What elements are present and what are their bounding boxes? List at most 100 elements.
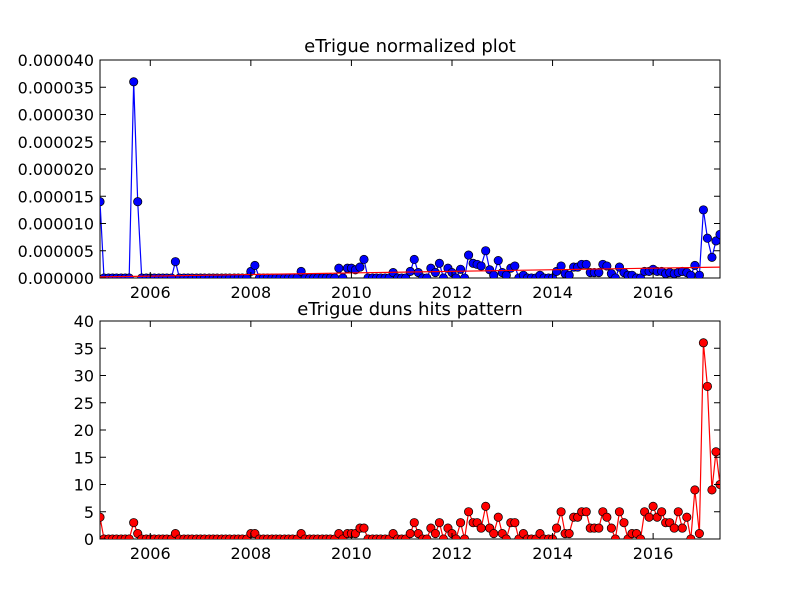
data-point [677,523,687,533]
data-point [334,263,344,273]
x-tick-label: 2014 [532,283,573,302]
plot-frame [99,59,721,279]
x-tick-label: 2006 [130,283,171,302]
y-tick-label: 0.000030 [18,106,94,125]
data-point [129,77,139,87]
y-tick-label: 0.000005 [18,242,94,261]
data-point [594,523,604,533]
data-point [464,250,474,260]
data-point [552,523,562,533]
chart-title: eTrigue duns hits pattern [297,299,523,320]
data-point [694,528,704,539]
y-tick-label: 0.000025 [18,133,94,152]
data-point [133,197,143,207]
data-point [409,518,419,528]
data-point [501,534,511,539]
y-tick-label: 0.000035 [18,78,94,97]
data-point [648,501,658,511]
data-point [602,512,612,522]
series-line [100,266,720,278]
data-point [476,261,486,271]
data-point [715,229,720,239]
data-point [690,260,700,271]
data-point [669,523,679,533]
data-point [610,273,620,278]
data-point [430,267,440,278]
x-tick-label: 2012 [432,544,473,563]
x-tick-label: 2010 [331,283,372,302]
data-point [422,534,432,539]
data-point [438,273,448,278]
data-point [707,252,717,262]
data-point [481,501,491,511]
data-point [594,267,604,278]
data-point [694,270,704,278]
x-tick-label: 2008 [230,544,271,563]
data-point [476,523,486,533]
data-point [619,518,629,528]
y-tick-label: 15 [74,448,94,467]
y-tick-label: 0 [84,530,94,549]
data-point [702,381,712,391]
data-point [556,261,566,271]
data-point [493,512,503,522]
data-point [564,270,574,278]
data-point [610,534,620,539]
data-point [481,246,491,256]
plot-frame [99,320,721,540]
data-point [338,273,348,278]
data-point [644,512,654,522]
data-point [581,507,591,517]
data-point [606,523,616,533]
y-tick-label: 20 [74,421,94,440]
data-point [686,534,696,539]
data-point [602,261,612,271]
y-tick-label: 0.000010 [18,215,94,234]
chart-title: eTrigue normalized plot [304,36,516,57]
data-point [581,259,591,269]
y-tick-label: 0.000040 [18,51,94,70]
x-tick-label: 2008 [230,283,271,302]
data-point [100,512,105,522]
y-tick-label: 25 [74,394,94,413]
data-point [455,518,466,528]
x-tick-label: 2006 [130,544,171,563]
data-point [702,233,712,243]
data-point [698,205,708,215]
y-tick-label: 35 [74,339,94,358]
data-point [430,528,440,539]
data-point [405,528,415,539]
y-tick-label: 30 [74,367,94,386]
data-point [711,447,720,457]
x-tick-label: 2016 [633,544,674,563]
data-point [359,523,369,533]
data-point [493,256,503,266]
data-point [673,507,683,517]
x-tick-label: 2012 [432,283,473,302]
panel-normalized: eTrigue normalized plot 2006 2008 2010 2012… [18,36,721,302]
data-point [711,236,720,246]
x-tick-label: 2010 [331,544,372,563]
data-point [422,273,432,278]
y-tick-label: 0.000020 [18,160,94,179]
y-tick-label: 0.000015 [18,187,94,206]
data-point [682,512,692,522]
data-point [359,254,369,265]
data-point [250,260,260,271]
data-point [564,528,574,539]
data-point [460,273,470,278]
data-point [636,534,646,539]
y-tick-label: 10 [74,476,94,495]
data-point [434,258,444,268]
data-point [124,534,134,539]
y-tick-label: 0.000000 [18,269,94,288]
x-tick-label: 2016 [633,283,674,302]
data-point [489,528,499,539]
data-point [698,338,708,348]
data-point [455,264,466,274]
data-point [510,518,520,528]
data-point [614,507,624,517]
data-point [170,257,180,267]
panel-hits: eTrigue duns hits pattern 2006 2008 2010 20… [74,299,721,563]
